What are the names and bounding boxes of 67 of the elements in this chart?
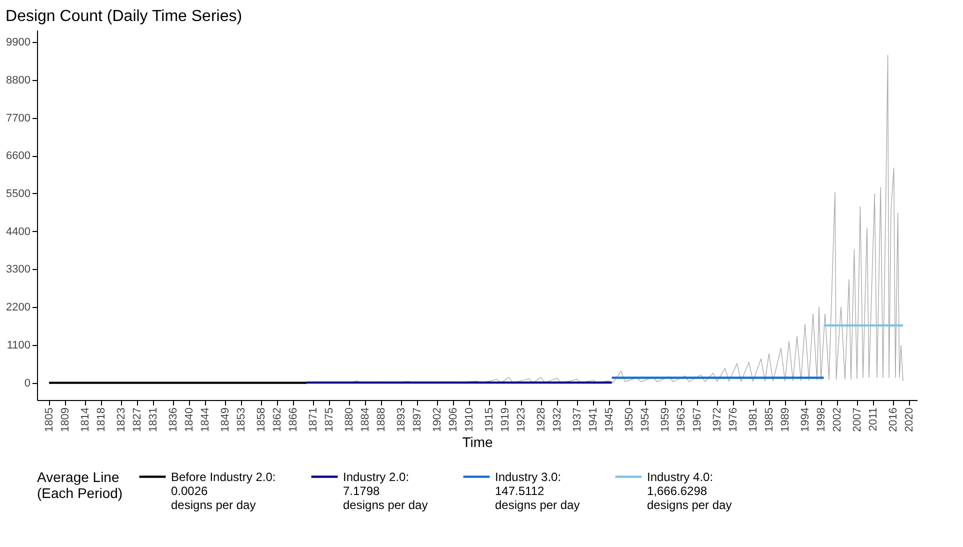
x-tick-label: 1818 <box>96 408 108 432</box>
y-tick-label: 3300 <box>6 264 30 276</box>
x-tick-label: 1805 <box>44 408 56 432</box>
x-tick-label: 1862 <box>272 408 284 432</box>
y-tick-label: 1100 <box>6 339 30 352</box>
x-tick-label: 1888 <box>376 408 388 432</box>
x-tick-label: 1976 <box>728 408 740 432</box>
y-tick-label: 9900 <box>6 36 30 49</box>
x-tick-label: 1923 <box>516 408 528 432</box>
legend-label: Industry 3.0: 147.5112 designs per day <box>495 470 580 512</box>
legend-label: Industry 2.0: 7.1798 designs per day <box>343 470 428 512</box>
legend-label: Industry 4.0: 1,666.6298 designs per day <box>647 470 732 512</box>
x-tick-label: 1809 <box>60 408 72 432</box>
x-tick-label: 1994 <box>800 408 812 432</box>
chart-title: Design Count (Daily Time Series) <box>6 8 242 25</box>
x-tick-label: 1937 <box>572 408 584 432</box>
x-tick-label: 1902 <box>432 408 444 432</box>
x-tick-label: 2020 <box>904 408 916 432</box>
x-tick-label: 1910 <box>464 408 476 432</box>
x-tick-label: 1875 <box>324 408 336 432</box>
x-tick-label: 1866 <box>288 408 300 432</box>
y-tick-label: 6600 <box>6 150 30 162</box>
x-tick-label: 1915 <box>484 408 496 432</box>
x-tick-label: 1893 <box>396 408 408 432</box>
x-tick-label: 1998 <box>816 408 828 432</box>
x-tick-label: 1858 <box>256 408 268 432</box>
x-tick-label: 1989 <box>780 408 792 432</box>
x-tick-label: 1967 <box>692 408 704 432</box>
legend-title: Average Line (Each Period) <box>37 469 123 501</box>
y-tick-label: 4400 <box>6 226 30 238</box>
y-tick-label: 7700 <box>6 112 30 124</box>
x-tick-label: 1932 <box>552 408 564 432</box>
x-tick-label: 1963 <box>676 408 688 432</box>
y-tick-label: 2200 <box>6 302 30 314</box>
x-tick-label: 1840 <box>184 408 196 432</box>
x-tick-label: 2002 <box>832 408 844 432</box>
x-tick-label: 1884 <box>360 408 372 432</box>
x-tick-label: 1928 <box>536 408 548 432</box>
y-tick-label: 8800 <box>6 74 30 86</box>
x-tick-label: 1941 <box>588 408 600 432</box>
x-tick-label: 1871 <box>308 408 320 432</box>
x-tick-label: 1849 <box>220 408 232 432</box>
x-tick-label: 1827 <box>132 408 144 432</box>
x-tick-label: 1836 <box>168 408 180 432</box>
x-tick-label: 1981 <box>748 408 760 432</box>
y-tick-label: 5500 <box>6 188 30 200</box>
x-tick-label: 1814 <box>80 408 92 432</box>
x-tick-label: 1906 <box>448 408 460 432</box>
x-tick-label: 2007 <box>852 408 864 432</box>
x-tick-label: 1959 <box>660 408 672 432</box>
y-tick-label: 0 <box>24 377 30 390</box>
legend-label: Before Industry 2.0: 0.0026 designs per day <box>171 470 276 512</box>
x-tick-label: 1954 <box>640 408 652 432</box>
x-tick-label: 2011 <box>868 408 880 432</box>
x-tick-label: 1880 <box>344 408 356 432</box>
x-tick-label: 2016 <box>888 408 900 432</box>
x-tick-label: 1844 <box>200 408 212 432</box>
x-tick-label: 1985 <box>764 408 776 432</box>
x-tick-label: 1945 <box>604 408 616 432</box>
x-tick-label: 1897 <box>412 408 424 432</box>
x-tick-label: 1823 <box>116 408 128 432</box>
x-tick-label: 1972 <box>712 408 724 432</box>
x-tick-label: 1831 <box>148 408 160 432</box>
x-tick-label: 1950 <box>624 408 636 432</box>
x-axis-title: Time <box>462 434 494 450</box>
x-tick-label: 1919 <box>500 408 512 432</box>
x-tick-label: 1853 <box>236 408 248 432</box>
